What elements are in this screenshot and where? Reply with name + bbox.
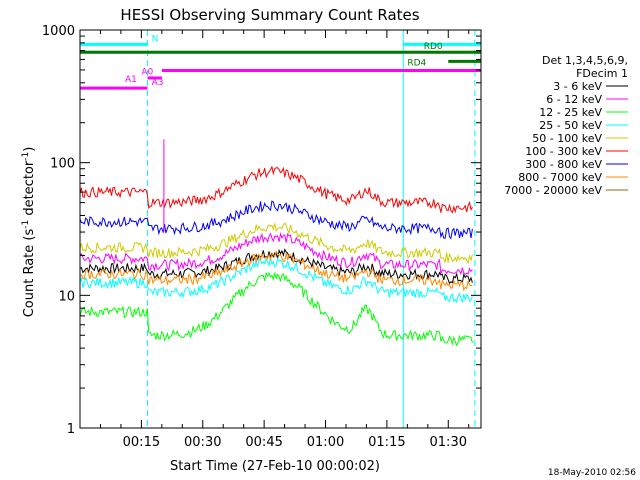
series-line-6 bbox=[79, 200, 473, 240]
legend-label-8: 7000 - 20000 keV bbox=[504, 184, 602, 197]
legend-header-1: FDecim 1 bbox=[576, 67, 628, 80]
plot-frame bbox=[79, 29, 482, 429]
state-bar-label-3: RD4 bbox=[407, 58, 426, 68]
legend-label-1: 6 - 12 keV bbox=[546, 93, 602, 106]
y-axis-label-sup2: -1 bbox=[21, 152, 31, 161]
state-bar-label-6: A3 bbox=[152, 78, 164, 88]
series-line-3 bbox=[79, 257, 473, 304]
legend-label-0: 3 - 6 keV bbox=[553, 80, 602, 93]
y-axis-label: Count Rate (s-1 detector-1) bbox=[21, 147, 37, 318]
legend-label-7: 800 - 7000 keV bbox=[518, 171, 602, 184]
legend-label-2: 12 - 25 keV bbox=[539, 106, 602, 119]
y-axis-label-part1: Count Rate (s bbox=[22, 229, 37, 318]
legend-label-5: 100 - 300 keV bbox=[525, 145, 602, 158]
y-axis-label-sup1: -1 bbox=[21, 220, 31, 229]
series-line-0 bbox=[79, 248, 473, 285]
state-bar-label-2: RD0 bbox=[424, 42, 443, 52]
y-tick-label-1: 10 bbox=[58, 289, 75, 304]
plot-area: N RD0 RD4 A0 A1 A3 1 10 100 1000 00:15 00:30 00:45 01… bbox=[42, 24, 482, 450]
timestamp: 18-May-2010 02:56 bbox=[548, 468, 636, 478]
y-axis-label-part2: detector bbox=[22, 160, 37, 220]
state-bar-label-0: N bbox=[152, 34, 159, 44]
y-tick-label-2: 100 bbox=[50, 157, 75, 172]
legend-label-6: 300 - 800 keV bbox=[525, 158, 602, 171]
x-axis-label: Start Time (27-Feb-10 00:00:02) bbox=[170, 459, 380, 474]
state-bar-label-5: A1 bbox=[125, 75, 137, 85]
legend-label-3: 25 - 50 keV bbox=[539, 119, 602, 132]
series-line-4 bbox=[79, 222, 473, 265]
y-axis-label-part3: ) bbox=[22, 147, 37, 152]
legend-label-4: 50 - 100 keV bbox=[532, 132, 602, 145]
series-line-1 bbox=[79, 231, 473, 276]
legend-header-0: Det 1,3,4,5,6,9, bbox=[542, 54, 628, 67]
x-tick-label-5: 01:30 bbox=[430, 435, 467, 450]
x-tick-label-3: 01:00 bbox=[307, 435, 344, 450]
y-tick-label-0: 1 bbox=[67, 422, 75, 437]
state-bar-label-4: A0 bbox=[141, 68, 153, 78]
x-tick-label-1: 00:30 bbox=[184, 435, 221, 450]
x-tick-label-2: 00:45 bbox=[245, 435, 282, 450]
series-line-7 bbox=[79, 250, 473, 292]
y-tick-label-3: 1000 bbox=[42, 24, 75, 39]
series-line-2 bbox=[79, 271, 473, 347]
series-line-5 bbox=[79, 165, 473, 214]
x-tick-label-0: 00:15 bbox=[123, 435, 160, 450]
chart-title: HESSI Observing Summary Count Rates bbox=[120, 6, 419, 24]
x-tick-label-4: 01:15 bbox=[368, 435, 405, 450]
